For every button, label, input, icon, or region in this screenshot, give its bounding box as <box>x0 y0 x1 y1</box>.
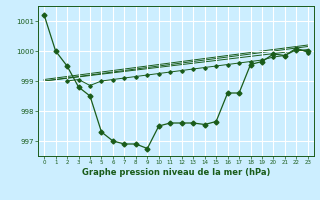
X-axis label: Graphe pression niveau de la mer (hPa): Graphe pression niveau de la mer (hPa) <box>82 168 270 177</box>
